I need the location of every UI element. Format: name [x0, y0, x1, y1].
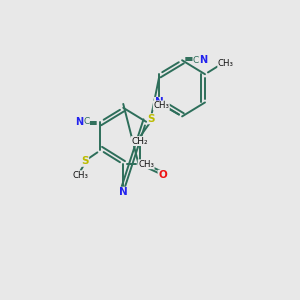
Text: C: C: [83, 117, 89, 126]
Text: N: N: [154, 98, 163, 107]
Text: O: O: [158, 170, 167, 180]
Text: S: S: [148, 114, 155, 124]
Text: CH₂: CH₂: [131, 136, 148, 146]
Text: N: N: [75, 117, 83, 127]
Text: CH₃: CH₃: [72, 171, 88, 180]
Text: CH₃: CH₃: [153, 101, 169, 110]
Text: N: N: [200, 55, 208, 65]
Text: N: N: [119, 187, 128, 197]
Text: CH₃: CH₃: [138, 160, 154, 169]
Text: CH₃: CH₃: [218, 59, 234, 68]
Text: S: S: [81, 156, 89, 166]
Text: C: C: [193, 56, 199, 65]
